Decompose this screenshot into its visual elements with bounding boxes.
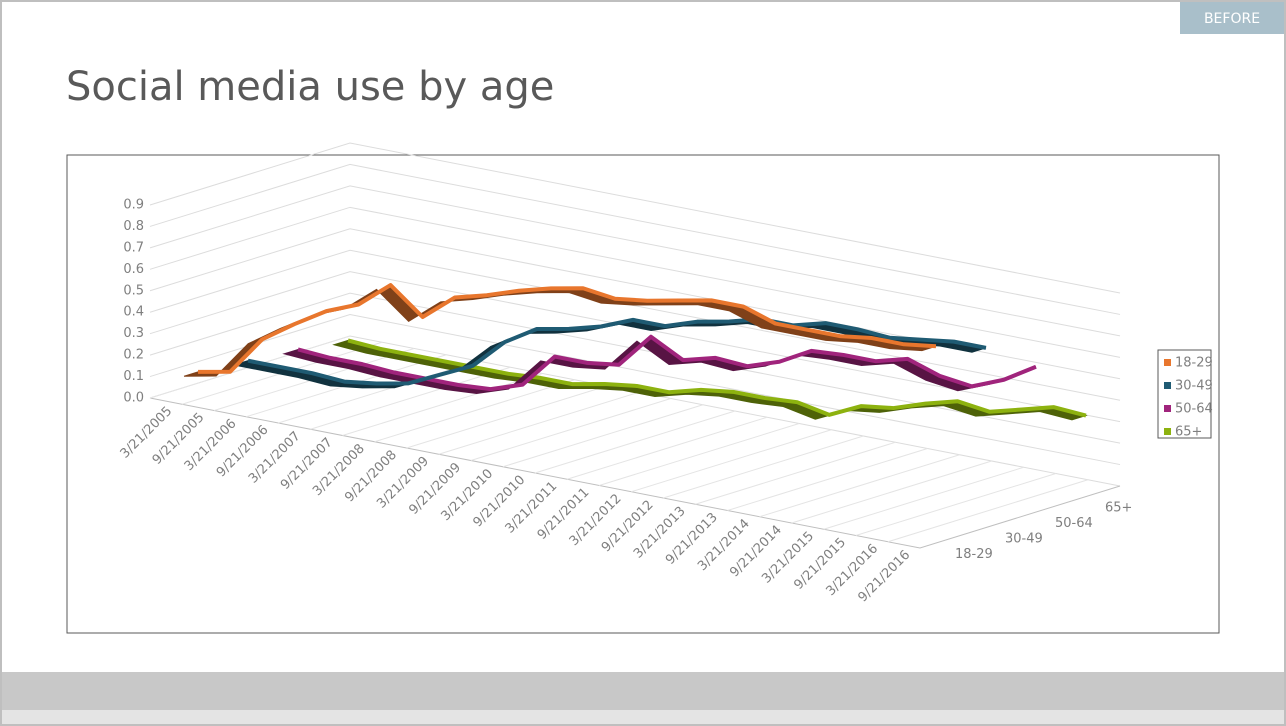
chart-frame — [66, 154, 1220, 634]
y-tick-label: 0.0 — [123, 391, 144, 406]
badge: BEFORE — [1180, 2, 1284, 34]
depth-label: 50-64 — [1055, 516, 1093, 531]
series — [233, 317, 987, 389]
footer-bar — [2, 672, 1284, 710]
floor-line — [566, 416, 768, 480]
y-tick-label: 0.6 — [123, 262, 144, 277]
floor-line — [438, 391, 639, 455]
legend-swatch — [1164, 428, 1171, 435]
floor-line — [406, 385, 607, 449]
floor-line — [342, 373, 543, 436]
y-tick-label: 0.2 — [123, 348, 144, 363]
y-tick-label: 0.7 — [123, 240, 144, 255]
series-line — [297, 334, 1037, 392]
grid-line — [149, 271, 1121, 423]
legend-label: 30-49 — [1175, 379, 1213, 394]
grid-line — [149, 249, 1121, 401]
legend-label: 18-29 — [1175, 356, 1213, 371]
floor-line — [855, 473, 1056, 536]
series — [282, 334, 1037, 394]
series — [183, 283, 937, 377]
floor-line — [631, 429, 832, 493]
legend-label: 65+ — [1175, 425, 1202, 440]
floor-line — [310, 366, 511, 430]
floor-line — [823, 466, 1024, 530]
grid-line — [149, 292, 1121, 444]
floor-line — [727, 448, 928, 511]
grid-line — [149, 314, 1121, 466]
floor-line — [695, 441, 896, 505]
series-line — [247, 317, 987, 386]
legend: 18-29 30-49 50-64 65+ — [1157, 349, 1213, 440]
y-tick-label: 0.5 — [123, 283, 144, 298]
y-tick-label: 0.8 — [123, 219, 144, 234]
legend-swatch — [1164, 359, 1171, 366]
depth-label: 18-29 — [955, 547, 993, 562]
grid-line — [149, 163, 1121, 315]
floor-line — [599, 423, 800, 486]
y-tick-label: 0.4 — [123, 305, 144, 320]
floor-line — [887, 479, 1089, 543]
depth-label: 65+ — [1105, 500, 1132, 515]
legend-swatch — [1164, 405, 1171, 412]
footer-strip — [2, 710, 1284, 724]
y-tick-label: 0.9 — [123, 198, 144, 213]
grid-line — [149, 142, 1121, 294]
floor-line — [502, 404, 704, 468]
floor-line — [470, 398, 671, 461]
depth-label: 30-49 — [1005, 531, 1043, 546]
legend-label: 50-64 — [1175, 402, 1213, 417]
floor-line — [759, 454, 960, 518]
series-line — [198, 283, 937, 374]
slide-title: Social media use by age — [66, 64, 555, 110]
y-tick-label: 0.1 — [123, 369, 144, 384]
floor-line — [663, 435, 864, 499]
floor-line — [791, 460, 992, 524]
legend-swatch — [1164, 382, 1171, 389]
grid-line — [149, 185, 1121, 337]
grid-line — [149, 206, 1121, 358]
floor-line — [534, 410, 736, 474]
floor-line — [374, 379, 575, 443]
y-tick-label: 0.3 — [123, 326, 144, 341]
